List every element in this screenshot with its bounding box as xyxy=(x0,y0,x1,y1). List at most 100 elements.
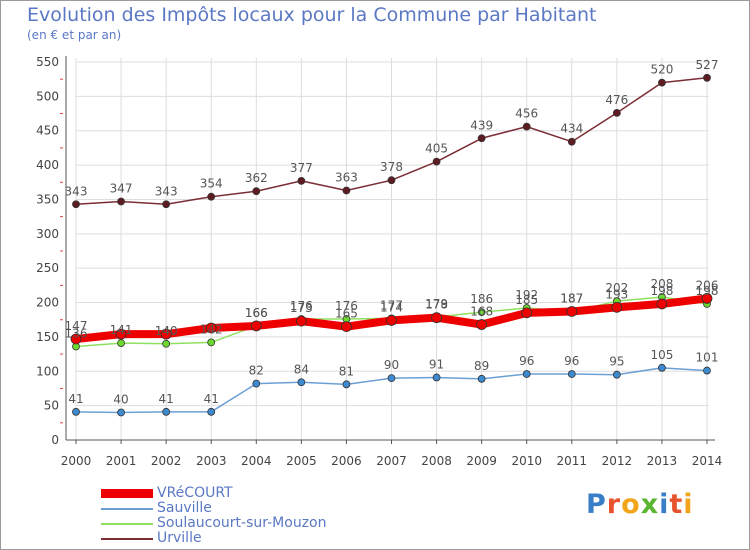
data-point xyxy=(387,374,396,383)
data-label: 179 xyxy=(425,297,448,311)
y-tick-label: 400 xyxy=(36,158,59,172)
data-point xyxy=(387,176,396,185)
data-label: 176 xyxy=(335,299,358,313)
data-point xyxy=(432,157,441,166)
data-point xyxy=(341,321,352,333)
data-label: 147 xyxy=(65,319,88,333)
legend-swatch xyxy=(101,522,153,525)
data-point xyxy=(297,378,306,387)
data-label: 343 xyxy=(65,184,88,198)
y-tick-label: 100 xyxy=(36,364,59,378)
data-label: 82 xyxy=(249,364,264,378)
x-tick-label: 2004 xyxy=(241,454,272,468)
data-point xyxy=(656,298,668,310)
data-point xyxy=(205,322,217,334)
data-point xyxy=(611,301,623,313)
data-label: 187 xyxy=(560,291,583,305)
data-label: 165 xyxy=(335,307,358,321)
data-point xyxy=(612,108,621,117)
data-point xyxy=(342,186,351,195)
legend-label: VRéCOURT xyxy=(157,485,233,501)
chart-title: Evolution des Impôts locaux pour la Comm… xyxy=(27,4,597,26)
data-point xyxy=(162,407,171,416)
data-label: 105 xyxy=(650,348,673,362)
data-label: 198 xyxy=(650,284,673,298)
legend: VRéCOURT Sauville Soulaucourt-sur-Mouzon… xyxy=(101,486,326,546)
legend-swatch xyxy=(101,537,153,540)
data-point xyxy=(207,338,216,347)
data-label: 198 xyxy=(696,284,719,298)
data-label: 173 xyxy=(290,301,313,315)
data-point xyxy=(72,407,80,416)
data-label: 41 xyxy=(204,392,219,406)
data-point xyxy=(477,374,486,383)
x-tick-label: 2006 xyxy=(331,454,362,468)
data-point xyxy=(386,315,397,326)
data-label: 41 xyxy=(68,392,83,406)
data-point xyxy=(252,187,261,196)
x-tick-label: 2010 xyxy=(511,454,542,468)
x-tick-label: 2014 xyxy=(692,454,723,468)
data-label: 178 xyxy=(425,298,448,312)
y-tick-label: 300 xyxy=(36,227,59,241)
data-point xyxy=(658,78,666,87)
legend-item-sauville: Sauville xyxy=(101,501,326,516)
data-label: 40 xyxy=(113,393,128,407)
data-point xyxy=(295,315,307,327)
data-label: 174 xyxy=(380,300,403,314)
x-tick-label: 2000 xyxy=(61,454,92,468)
series-layer xyxy=(70,73,713,417)
data-point xyxy=(207,192,216,201)
data-label: 208 xyxy=(650,277,673,291)
y-tick-label: 150 xyxy=(36,330,59,344)
data-label: 187 xyxy=(560,291,583,305)
data-point xyxy=(566,306,578,317)
data-label: 476 xyxy=(605,93,628,107)
data-label: 354 xyxy=(200,177,223,191)
chart-subtitle: (en € et par an) xyxy=(27,28,122,42)
legend-swatch xyxy=(101,507,153,510)
data-point xyxy=(250,320,262,332)
data-label: 142 xyxy=(200,322,223,336)
y-tick-label: 50 xyxy=(44,399,59,413)
data-point xyxy=(432,373,441,382)
data-label: 95 xyxy=(609,355,624,369)
data-point xyxy=(162,339,171,348)
x-tick-label: 2002 xyxy=(151,454,182,468)
data-label: 378 xyxy=(380,160,403,174)
data-point xyxy=(117,339,125,347)
legend-label: Soulaucourt-sur-Mouzon xyxy=(157,515,327,531)
x-tick-label: 2013 xyxy=(647,454,678,468)
data-label: 81 xyxy=(339,364,354,378)
proxiti-logo: Proxiti xyxy=(586,489,694,520)
x-tick-label: 2008 xyxy=(421,454,452,468)
data-point xyxy=(297,176,306,185)
data-label: 347 xyxy=(110,182,133,196)
grid-layer xyxy=(75,58,709,440)
data-label: 193 xyxy=(605,287,628,301)
y-tick-label: 450 xyxy=(36,124,59,138)
legend-item-vrecourt: VRéCOURT xyxy=(101,486,326,501)
x-tick-label: 2003 xyxy=(196,454,227,468)
data-point xyxy=(115,328,127,340)
data-label: 176 xyxy=(290,299,313,313)
data-point xyxy=(207,407,216,416)
data-label: 96 xyxy=(564,354,579,368)
x-tick-label: 2011 xyxy=(557,454,588,468)
x-tick-label: 2007 xyxy=(376,454,407,468)
data-label: 166 xyxy=(245,306,268,320)
data-label: 186 xyxy=(470,292,493,306)
data-label: 434 xyxy=(560,122,583,136)
data-label: 456 xyxy=(515,107,538,121)
data-label: 177 xyxy=(380,298,403,312)
data-point xyxy=(477,134,486,143)
data-point xyxy=(701,293,713,304)
data-label: 96 xyxy=(519,354,534,368)
data-point xyxy=(522,370,531,378)
data-point xyxy=(160,328,172,340)
data-point xyxy=(252,379,261,388)
data-point xyxy=(567,370,576,378)
data-label: 101 xyxy=(696,351,719,365)
data-label: 206 xyxy=(696,278,719,292)
